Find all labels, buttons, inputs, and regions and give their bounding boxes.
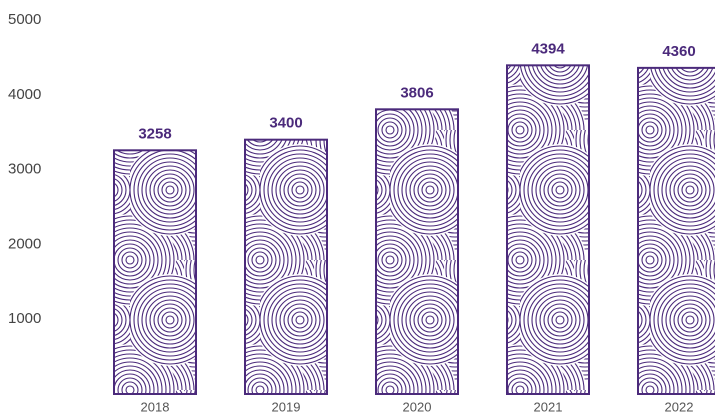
x-tick-label: 2018: [141, 399, 170, 414]
value-label: 4394: [531, 40, 565, 57]
value-label: 3400: [269, 115, 302, 132]
bar: [506, 64, 590, 395]
x-tick-label: 2021: [534, 399, 563, 414]
value-label: 3258: [138, 125, 171, 142]
x-tick-label: 2019: [272, 399, 301, 414]
bar: [244, 138, 328, 395]
y-tick-label: 4000: [8, 86, 41, 103]
y-tick-label: 3000: [8, 161, 41, 178]
bar: [637, 66, 715, 395]
bar: [113, 149, 197, 395]
x-tick-label: 2020: [403, 399, 432, 414]
value-label: 4360: [662, 43, 695, 60]
bar: [375, 108, 459, 396]
value-label: 3806: [400, 84, 433, 101]
y-tick-label: 5000: [8, 11, 41, 28]
y-tick-label: 2000: [8, 235, 41, 252]
x-tick-label: 2022: [665, 399, 694, 414]
y-tick-label: 1000: [8, 310, 41, 327]
